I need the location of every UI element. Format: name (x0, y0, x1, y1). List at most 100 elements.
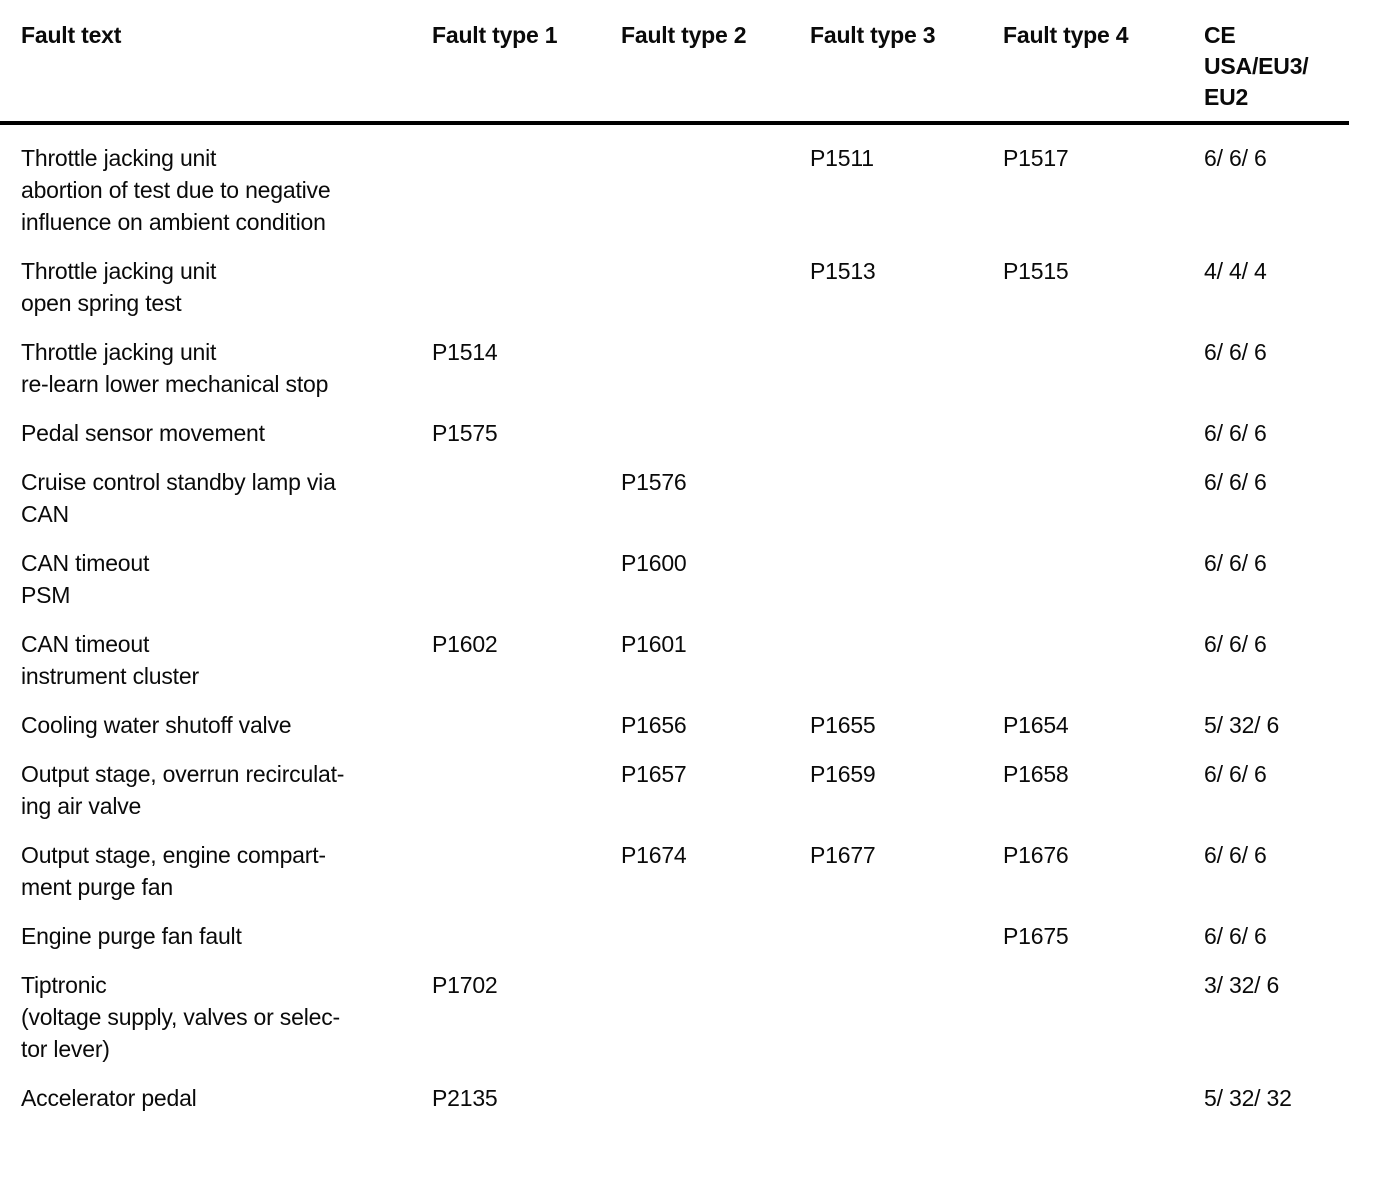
fault-type-4-cell (1003, 449, 1204, 530)
table-row: Accelerator pedal P2135 5/ 32/ 32 (0, 1065, 1349, 1114)
fault-type-3-cell: P1513 (810, 258, 876, 284)
fault-text-cell: Throttle jacking unit open spring test (21, 258, 217, 316)
fault-text-cell: Throttle jacking unit abortion of test d… (21, 145, 331, 235)
fault-type-2-cell: P1674 (621, 842, 687, 868)
fault-type-2-cell (621, 123, 810, 238)
fault-text-cell: Cooling water shutoff valve (21, 712, 292, 738)
document-page: Fault text Fault type 1 Fault type 2 Fau… (0, 20, 1349, 1114)
header-row: Fault text Fault type 1 Fault type 2 Fau… (0, 20, 1349, 125)
fault-type-2-cell: P1601 (621, 631, 687, 657)
fault-type-3-cell: P1655 (810, 712, 876, 738)
fault-type-2-cell: P1576 (621, 469, 687, 495)
fault-type-1-cell: P1602 (432, 631, 498, 657)
column-header-fault-text: Fault text (0, 20, 432, 125)
table-header: Fault text Fault type 1 Fault type 2 Fau… (0, 20, 1349, 125)
fault-type-3-cell (810, 611, 1003, 692)
fault-text-cell: CAN timeout PSM (21, 550, 150, 608)
fault-code-table: Fault text Fault type 1 Fault type 2 Fau… (0, 20, 1349, 1114)
ce-cell: 6/ 6/ 6 (1204, 761, 1267, 787)
fault-type-2-cell (621, 1065, 810, 1114)
fault-text-cell: Accelerator pedal (21, 1085, 197, 1111)
ce-cell: 6/ 6/ 6 (1204, 339, 1267, 365)
ce-cell: 6/ 6/ 6 (1204, 550, 1267, 576)
fault-type-4-cell (1003, 400, 1204, 449)
table-row: Engine purge fan fault P1675 6/ 6/ 6 (0, 903, 1349, 952)
fault-text-cell: CAN timeout instrument cluster (21, 631, 199, 689)
column-header-ce: CE USA/EU3/ EU2 (1204, 20, 1349, 125)
fault-type-3-cell (810, 400, 1003, 449)
fault-type-4-cell (1003, 530, 1204, 611)
fault-type-4-cell (1003, 611, 1204, 692)
fault-type-1-cell (432, 741, 621, 822)
fault-type-3-cell: P1677 (810, 842, 876, 868)
fault-type-2-cell (621, 903, 810, 952)
fault-type-4-cell (1003, 952, 1204, 1065)
fault-type-1-cell: P1702 (432, 972, 498, 998)
fault-type-4-cell: P1517 (1003, 145, 1069, 171)
fault-type-1-cell (432, 238, 621, 319)
ce-cell: 6/ 6/ 6 (1204, 145, 1267, 171)
table-row: Pedal sensor movement P1575 6/ 6/ 6 (0, 400, 1349, 449)
fault-type-2-cell (621, 400, 810, 449)
fault-type-4-cell (1003, 1065, 1204, 1114)
fault-type-3-cell (810, 449, 1003, 530)
fault-type-1-cell (432, 123, 621, 238)
ce-cell: 6/ 6/ 6 (1204, 469, 1267, 495)
fault-type-3-cell: P1659 (810, 761, 876, 787)
table-row: Throttle jacking unit re-learn lower mec… (0, 319, 1349, 400)
fault-text-cell: Output stage, overrun recirculat- ing ai… (21, 761, 345, 819)
table-row: Tiptronic (voltage supply, valves or sel… (0, 952, 1349, 1065)
table-row: Output stage, engine compart- ment purge… (0, 822, 1349, 903)
column-header-fault-type-3: Fault type 3 (810, 20, 1003, 125)
fault-type-4-cell: P1676 (1003, 842, 1069, 868)
table-row: CAN timeout PSM P1600 6/ 6/ 6 (0, 530, 1349, 611)
fault-text-cell: Cruise control standby lamp via CAN (21, 469, 336, 527)
ce-cell: 6/ 6/ 6 (1204, 420, 1267, 446)
fault-type-3-cell (810, 530, 1003, 611)
fault-type-1-cell: P2135 (432, 1085, 498, 1111)
fault-type-1-cell (432, 449, 621, 530)
fault-type-2-cell: P1656 (621, 712, 687, 738)
ce-cell: 5/ 32/ 6 (1204, 712, 1280, 738)
fault-type-3-cell (810, 903, 1003, 952)
ce-cell: 4/ 4/ 4 (1204, 258, 1267, 284)
table-row: Cruise control standby lamp via CAN P157… (0, 449, 1349, 530)
fault-type-2-cell (621, 238, 810, 319)
column-header-fault-type-4: Fault type 4 (1003, 20, 1204, 125)
fault-type-3-cell (810, 952, 1003, 1065)
column-header-fault-type-2: Fault type 2 (621, 20, 810, 125)
ce-cell: 3/ 32/ 6 (1204, 972, 1280, 998)
fault-text-cell: Throttle jacking unit re-learn lower mec… (21, 339, 329, 397)
ce-cell: 6/ 6/ 6 (1204, 842, 1267, 868)
table-body: Throttle jacking unit abortion of test d… (0, 123, 1349, 1114)
fault-type-2-cell: P1600 (621, 550, 687, 576)
fault-type-4-cell: P1675 (1003, 923, 1069, 949)
fault-text-cell: Tiptronic (voltage supply, valves or sel… (21, 972, 340, 1062)
table-row: CAN timeout instrument cluster P1602 P16… (0, 611, 1349, 692)
fault-type-1-cell (432, 903, 621, 952)
fault-type-3-cell: P1511 (810, 145, 874, 171)
fault-type-3-cell (810, 319, 1003, 400)
fault-type-4-cell: P1654 (1003, 712, 1069, 738)
fault-type-2-cell: P1657 (621, 761, 687, 787)
fault-type-2-cell (621, 319, 810, 400)
fault-type-1-cell: P1575 (432, 420, 498, 446)
fault-text-cell: Output stage, engine compart- ment purge… (21, 842, 326, 900)
fault-type-4-cell: P1658 (1003, 761, 1069, 787)
table-row: Throttle jacking unit open spring test P… (0, 238, 1349, 319)
ce-cell: 5/ 32/ 32 (1204, 1085, 1292, 1111)
ce-cell: 6/ 6/ 6 (1204, 923, 1267, 949)
fault-type-3-cell (810, 1065, 1003, 1114)
column-header-fault-type-1: Fault type 1 (432, 20, 621, 125)
fault-type-1-cell (432, 822, 621, 903)
ce-cell: 6/ 6/ 6 (1204, 631, 1267, 657)
fault-type-4-cell (1003, 319, 1204, 400)
fault-text-cell: Engine purge fan fault (21, 923, 242, 949)
fault-type-1-cell (432, 530, 621, 611)
fault-type-1-cell: P1514 (432, 339, 498, 365)
fault-type-2-cell (621, 952, 810, 1065)
fault-text-cell: Pedal sensor movement (21, 420, 265, 446)
table-row: Output stage, overrun recirculat- ing ai… (0, 741, 1349, 822)
table-row: Cooling water shutoff valve P1656 P1655 … (0, 692, 1349, 741)
table-row: Throttle jacking unit abortion of test d… (0, 123, 1349, 238)
